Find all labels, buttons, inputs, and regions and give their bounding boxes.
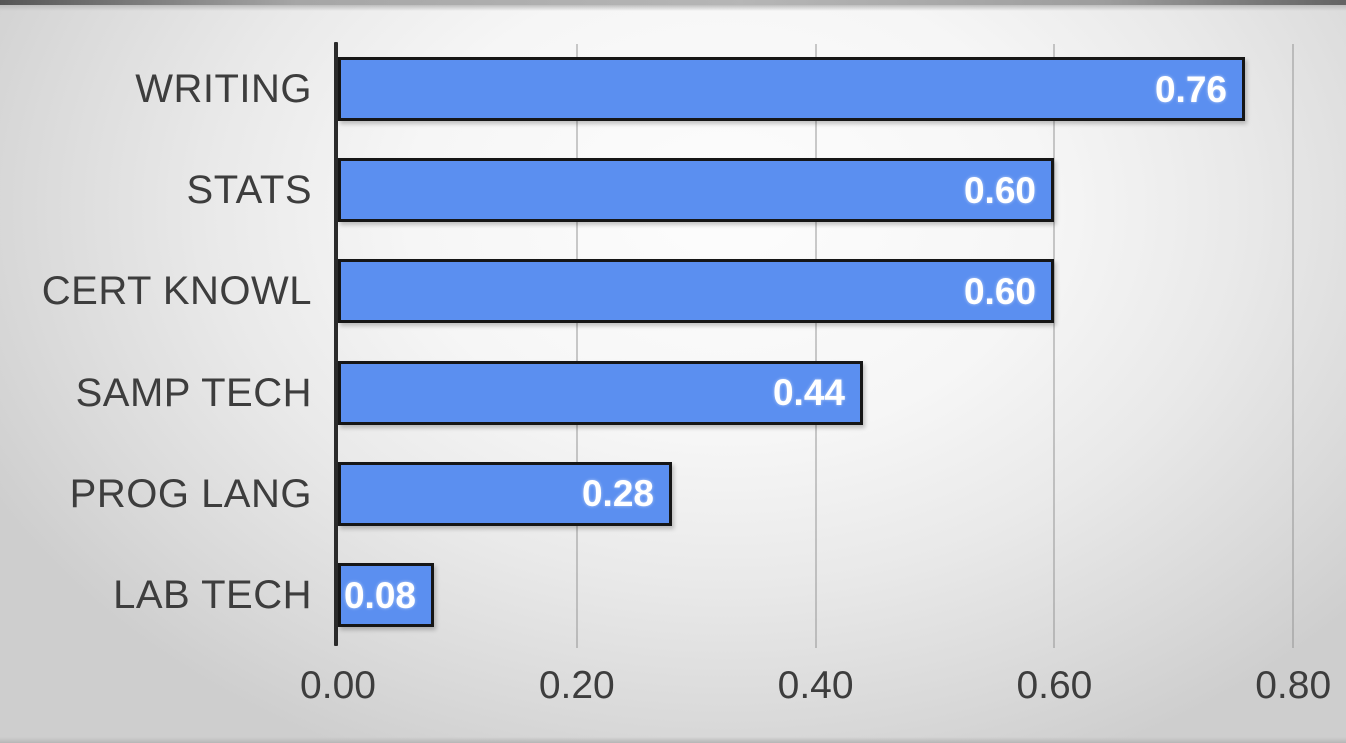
gridline-0.20: [575, 44, 578, 648]
category-label-lab-tech: LAB TECH: [113, 573, 312, 617]
bar-writing: 0.76: [338, 57, 1245, 121]
bar-lab-tech: 0.08: [338, 563, 434, 627]
category-label-writing: WRITING: [135, 67, 312, 111]
category-label-prog-lang: PROG LANG: [69, 471, 312, 516]
x-tick-label: 0.80: [1255, 664, 1332, 707]
top-edge-strip: [0, 0, 1346, 5]
gridline-0.60: [1053, 44, 1056, 648]
bar-prog-lang: 0.28: [338, 461, 672, 526]
value-label-lab-tech: 0.08: [343, 574, 416, 616]
bottom-edge-strip: [0, 737, 1346, 743]
bar-stats: 0.60: [338, 158, 1054, 223]
bar-samp-tech: 0.44: [338, 360, 863, 425]
category-label-samp-tech: SAMP TECH: [75, 370, 312, 415]
gridline-0.80: [1292, 44, 1295, 648]
top-edge-shadow: [0, 5, 1346, 11]
x-tick-label: 0.00: [300, 664, 376, 707]
x-tick-label: 0.40: [777, 664, 854, 707]
value-label-stats: 0.60: [963, 169, 1036, 211]
value-label-writing: 0.76: [1154, 68, 1227, 110]
value-label-samp-tech: 0.44: [772, 372, 845, 414]
gridline-0.40: [814, 44, 817, 648]
bar-cert-knowl: 0.60: [338, 259, 1054, 324]
category-label-cert-knowl: CERT KNOWL: [41, 269, 312, 314]
value-label-prog-lang: 0.28: [581, 473, 654, 515]
x-tick-label: 0.60: [1016, 664, 1093, 707]
x-tick-label: 0.20: [538, 664, 615, 707]
category-label-stats: STATS: [186, 168, 312, 213]
value-label-cert-knowl: 0.60: [963, 270, 1036, 312]
y-axis-line: [334, 42, 338, 646]
